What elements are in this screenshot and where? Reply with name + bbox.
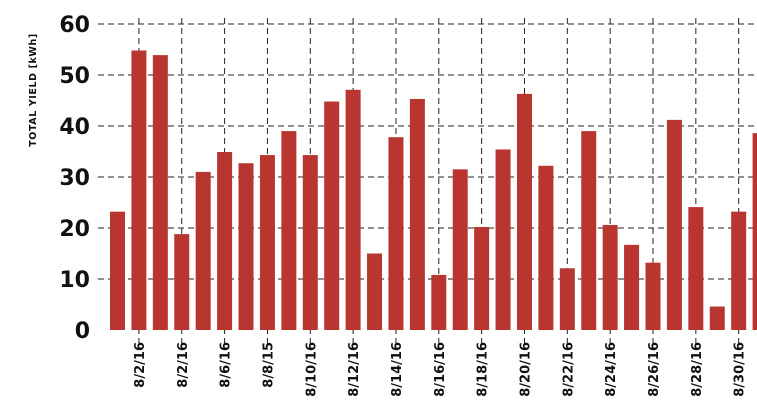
bar-8-14-16 <box>388 137 404 330</box>
y-tick-label-50: 50 <box>59 64 90 89</box>
x-tick-label-0: 8/2/16 <box>133 342 148 388</box>
bar-8-5-16 <box>195 171 211 330</box>
bar-8-28-16 <box>688 207 704 330</box>
x-tick-label-9: 8/20/16 <box>518 342 533 397</box>
bar-8-4-16 <box>174 234 190 330</box>
x-tick-label-5: 8/12/16 <box>347 342 362 397</box>
x-tick-label-4: 8/10/16 <box>304 342 319 397</box>
bar-8-29-16 <box>709 306 725 330</box>
y-tick-label-10: 10 <box>59 268 90 293</box>
bar-8-27-16 <box>666 119 682 330</box>
bar-8-2-16 <box>131 50 147 331</box>
y-axis-ticks: 0 10 20 30 40 50 60 <box>59 13 90 344</box>
bar-8-13-16 <box>367 253 383 330</box>
bar-8-25-16 <box>624 244 640 330</box>
x-tick-label-12: 8/26/16 <box>647 342 662 397</box>
bar-8-19-16 <box>495 149 511 330</box>
bar-8-10-16 <box>302 155 318 330</box>
bar-8-8-15 <box>259 155 275 330</box>
x-tick-label-1: 8/2/16 <box>176 342 191 388</box>
x-tick-label-3: 8/8/15 <box>261 342 276 388</box>
bar-8-17-16 <box>452 169 468 330</box>
x-tick-label-14: 8/30/16 <box>733 342 748 397</box>
x-tick-label-11: 8/24/16 <box>604 342 619 397</box>
bar-8-1-16 <box>110 211 125 330</box>
y-tick-label-60: 60 <box>59 13 90 38</box>
bar-8-6-16 <box>217 152 233 330</box>
x-tick-label-2: 8/6/16 <box>219 342 234 388</box>
bar-8-18-16 <box>474 226 490 330</box>
bar-8-3-16 <box>152 55 168 331</box>
bar-8-7-16 <box>238 163 254 330</box>
x-tick-label-13: 8/28/16 <box>690 342 705 397</box>
bar-8-24-16 <box>602 224 618 330</box>
x-tick-label-8: 8/18/16 <box>476 342 491 397</box>
bar-8-31-16 <box>752 133 757 330</box>
y-tick-label-40: 40 <box>59 115 90 140</box>
bar-8-22-16 <box>559 268 575 330</box>
y-tick-label-30: 30 <box>59 166 90 191</box>
bar-8-16-16 <box>431 274 447 330</box>
x-tick-label-10: 8/22/16 <box>561 342 576 397</box>
bar-8-9-16 <box>281 131 297 330</box>
x-tick-label-7: 8/16/16 <box>433 342 448 397</box>
x-tick-label-6: 8/14/16 <box>390 342 405 397</box>
bar-8-20-16 <box>516 93 532 331</box>
bar-8-21-16 <box>538 165 554 330</box>
bars <box>110 50 757 331</box>
bar-8-11-16 <box>324 101 340 331</box>
bar-8-12-16 <box>345 89 361 330</box>
x-axis-ticks: 8/2/16 8/2/16 8/6/16 8/8/15 8/10/16 8/12/16 8/… <box>133 342 748 397</box>
y-axis-label: TOTAL YIELD [kWh] <box>28 33 39 147</box>
y-tick-label-20: 20 <box>59 217 90 242</box>
y-tick-label-0: 0 <box>75 319 90 344</box>
bar-8-23-16 <box>581 131 597 330</box>
bar-8-30-16 <box>731 211 747 330</box>
bar-8-26-16 <box>645 262 661 330</box>
bar-8-15-16 <box>409 98 425 330</box>
